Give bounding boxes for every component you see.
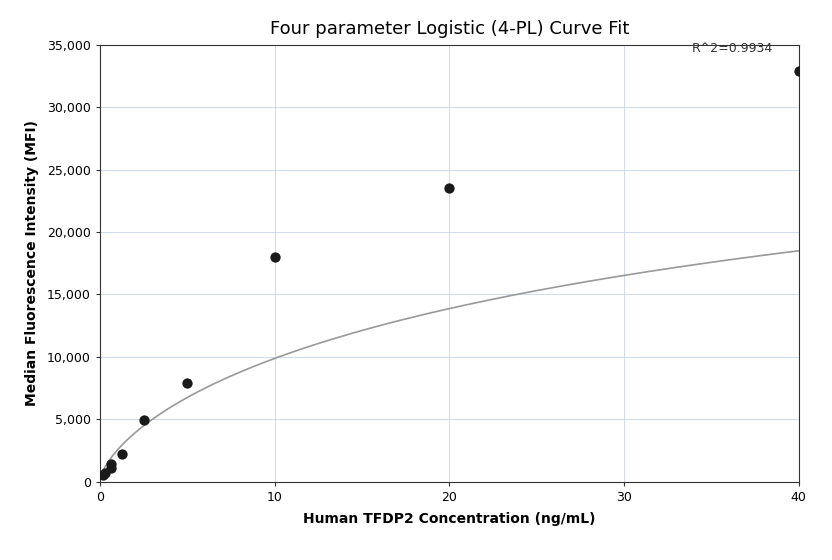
- Text: R^2=0.9934: R^2=0.9934: [691, 42, 773, 55]
- Point: [792, 67, 805, 76]
- Point: [268, 253, 281, 262]
- Y-axis label: Median Fluorescence Intensity (MFI): Median Fluorescence Intensity (MFI): [25, 120, 38, 406]
- Point: [115, 450, 128, 459]
- Title: Four parameter Logistic (4-PL) Curve Fit: Four parameter Logistic (4-PL) Curve Fit: [270, 20, 629, 38]
- Point: [136, 416, 151, 424]
- Point: [443, 184, 456, 193]
- Point: [99, 468, 112, 477]
- X-axis label: Human TFDP2 Concentration (ng/mL): Human TFDP2 Concentration (ng/mL): [303, 512, 596, 526]
- Point: [104, 463, 117, 472]
- Point: [104, 460, 117, 469]
- Point: [181, 379, 194, 388]
- Point: [96, 470, 109, 479]
